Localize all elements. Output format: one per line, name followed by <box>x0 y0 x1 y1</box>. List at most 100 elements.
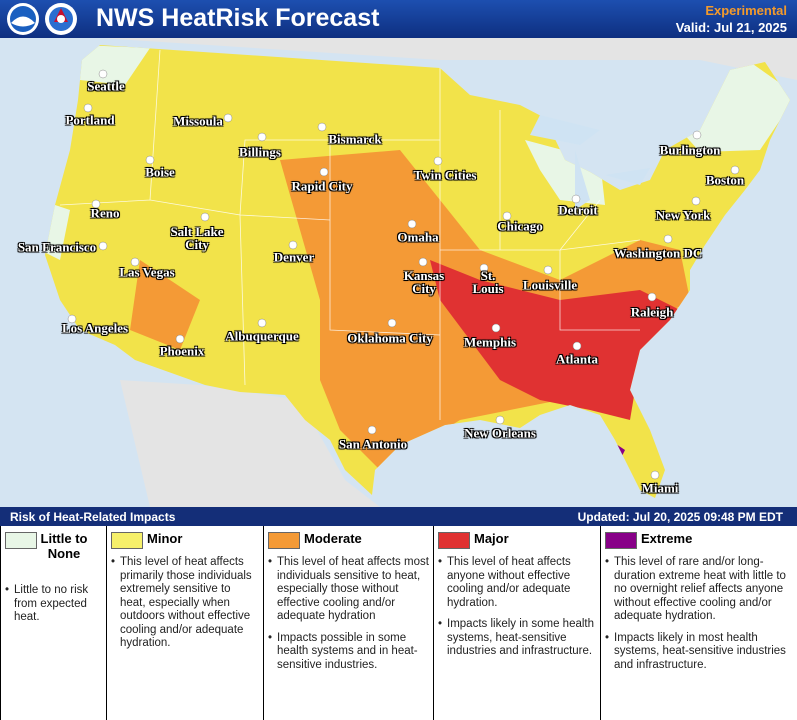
city-label: Miami <box>641 480 679 496</box>
legend-swatch <box>268 532 300 549</box>
city-dot <box>502 211 512 221</box>
legend-bullets: This level of heat affects anyone withou… <box>438 556 596 667</box>
city-dot <box>367 425 377 435</box>
city-label: Twin Cities <box>413 167 477 183</box>
city-dot <box>663 234 673 244</box>
city-label: San Antonio <box>338 436 408 452</box>
legend-bullet: Impacts likely in most health systems, h… <box>605 632 793 673</box>
city-label: Memphis <box>464 334 516 350</box>
map <box>0 38 797 507</box>
legend-bar: Risk of Heat-Related Impacts Updated: Ju… <box>0 507 797 526</box>
city-dot <box>317 122 327 132</box>
legend-column: Moderate This level of heat affects most … <box>263 526 433 720</box>
legend-column: Major This level of heat affects anyone w… <box>433 526 600 720</box>
city-dot <box>387 318 397 328</box>
city-label: Kansas City <box>403 268 445 296</box>
city-label: Los Angeles <box>61 320 129 336</box>
city-dot <box>691 196 701 206</box>
city-dot <box>223 113 233 123</box>
city-dot <box>98 241 108 251</box>
city-label: Portland <box>65 112 115 128</box>
legend-column: Minor This level of heat affects primaril… <box>106 526 263 720</box>
city-label: Rapid City <box>291 178 353 194</box>
city-label: Denver <box>273 249 315 265</box>
legend-swatch <box>605 532 637 549</box>
city-label: Reno <box>90 205 120 221</box>
title: NWS HeatRisk Forecast <box>96 4 380 32</box>
legend-name: Little to None <box>40 531 88 561</box>
legend-name: Major <box>474 531 509 546</box>
legend-bullet: Little to no risk from expected heat. <box>5 584 102 625</box>
city-dot <box>407 219 417 229</box>
city-dot <box>288 240 298 250</box>
legend-bullet: This level of rare and/or long-duration … <box>605 556 793 624</box>
city-label: Atlanta <box>556 351 598 367</box>
city-label: Boise <box>145 164 175 180</box>
city-dot <box>83 103 93 113</box>
city-dot <box>67 314 77 324</box>
legend-bullet: This level of heat affects primarily tho… <box>111 556 259 651</box>
legend-bullets: This level of heat affects primarily tho… <box>111 556 259 659</box>
city-dot <box>571 194 581 204</box>
legend-column: Little to None Little to no risk from exp… <box>0 526 106 720</box>
city-label: Las Vegas <box>119 264 175 280</box>
city-dot <box>175 334 185 344</box>
city-dot <box>491 323 501 333</box>
city-label: Detroit <box>558 202 598 218</box>
city-dot <box>130 257 140 267</box>
city-label: Burlington <box>659 142 721 158</box>
legend-bullet: Impacts likely in some health systems, h… <box>438 618 596 659</box>
city-dot <box>479 263 489 273</box>
legend-name: Extreme <box>641 531 693 546</box>
valid-date: Valid: Jul 21, 2025 <box>675 20 787 35</box>
legend-updated: Updated: Jul 20, 2025 09:48 PM EDT <box>577 510 783 524</box>
city-dot <box>433 156 443 166</box>
city-dot <box>692 130 702 140</box>
header: NWS HeatRisk Forecast Experimental Valid… <box>0 0 797 38</box>
city-dot <box>572 341 582 351</box>
city-label: Seattle <box>87 78 125 94</box>
city-label: New Orleans <box>464 425 536 441</box>
city-label: Washington DC <box>613 245 703 261</box>
city-label: Raleigh <box>630 304 674 320</box>
city-dot <box>495 415 505 425</box>
city-dot <box>730 165 740 175</box>
city-label: Billings <box>239 144 281 160</box>
legend-name: Minor <box>147 531 183 546</box>
city-label: Bismarck <box>328 131 382 147</box>
legend-name: Moderate <box>304 531 362 546</box>
city-label: Chicago <box>497 218 543 234</box>
city-dot <box>418 257 428 267</box>
logos <box>7 3 77 35</box>
city-label: New York <box>655 207 711 223</box>
legend-bullets: Little to no risk from expected heat. <box>5 584 102 633</box>
city-label: Boston <box>705 172 745 188</box>
city-dot <box>145 155 155 165</box>
legend-bullets: This level of rare and/or long-duration … <box>605 556 793 680</box>
city-dot <box>650 470 660 480</box>
legend-column: Extreme This level of rare and/or long-du… <box>600 526 797 720</box>
legend-bullets: This level of heat affects most individu… <box>268 556 429 680</box>
city-label: Phoenix <box>159 343 205 359</box>
city-dot <box>319 167 329 177</box>
city-dot <box>91 199 101 209</box>
city-label: Albuquerque <box>225 328 299 344</box>
legend-title: Risk of Heat-Related Impacts <box>10 510 176 524</box>
city-dot <box>647 292 657 302</box>
city-label: Salt Lake City <box>170 224 224 252</box>
city-label: Missoula <box>173 113 223 129</box>
legend-swatch <box>5 532 37 549</box>
city-dot <box>98 69 108 79</box>
city-label: Oklahoma City <box>347 330 433 346</box>
status: Experimental <box>705 3 787 18</box>
city-dot <box>200 212 210 222</box>
city-dot <box>257 318 267 328</box>
legend-swatch <box>438 532 470 549</box>
legend-bullet: Impacts possible in some health systems … <box>268 632 429 673</box>
city-label: San Francisco <box>17 239 97 255</box>
legend-bullet: This level of heat affects anyone withou… <box>438 556 596 610</box>
city-label: Omaha <box>397 229 439 245</box>
city-label: Louisville <box>522 277 578 293</box>
legend-bullet: This level of heat affects most individu… <box>268 556 429 624</box>
